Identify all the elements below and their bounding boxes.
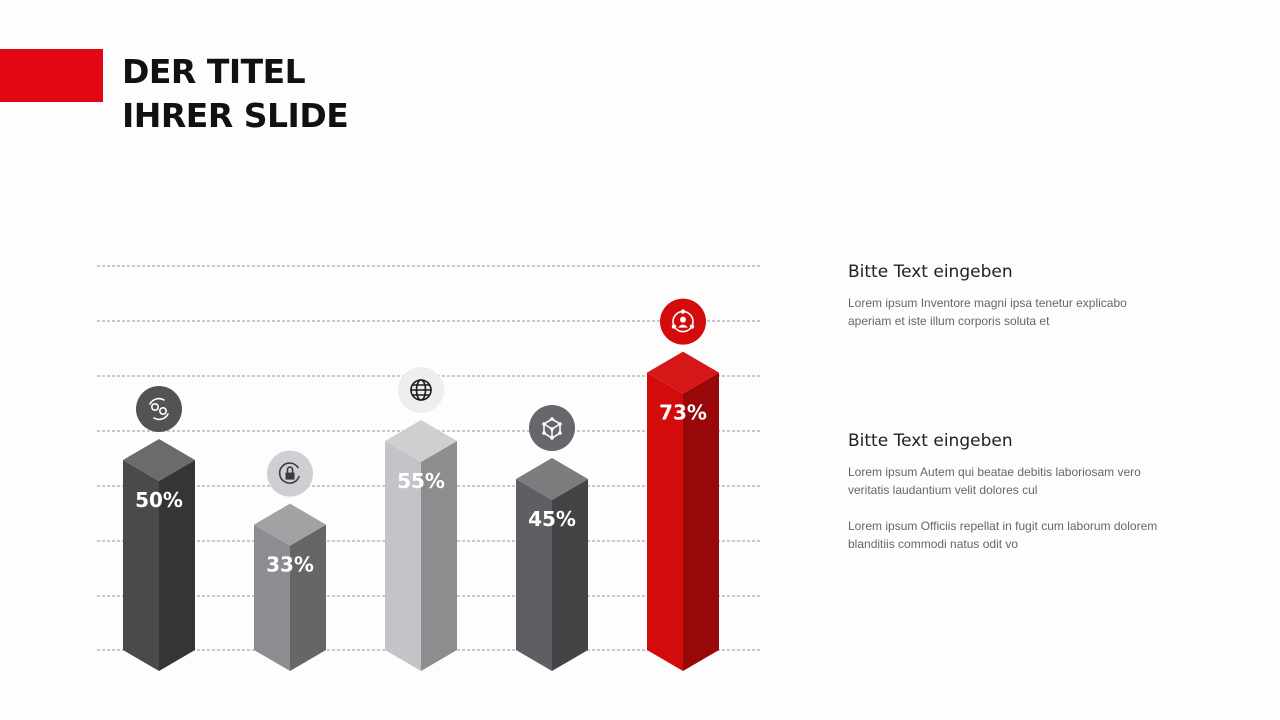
- chart-bar: 50%: [123, 439, 195, 671]
- chart-bar: 55%: [385, 420, 457, 671]
- bar-right-face: [421, 441, 457, 671]
- chart-bar: 73%: [647, 351, 719, 671]
- bar-right-face: [290, 524, 326, 671]
- bar-left-face: [647, 372, 683, 671]
- lock-refresh-icon: [267, 450, 313, 497]
- bar-chart: 50% 33% 55% 45% 73%: [97, 265, 760, 671]
- data-label: 73%: [659, 401, 707, 425]
- text-block-heading: Bitte Text eingeben: [848, 431, 1013, 451]
- data-label: 45%: [528, 507, 576, 531]
- icon-badge: [136, 386, 182, 432]
- data-label: 50%: [135, 488, 183, 512]
- bar-left-face: [254, 524, 290, 671]
- bar-left-face: [123, 460, 159, 671]
- globe-icon: [398, 367, 444, 413]
- text-block-1: Bitte Text eingeben Lorem ipsum Inventor…: [848, 262, 1168, 330]
- chart-bar: 33%: [254, 503, 326, 671]
- page-title: DER TITEL IHRER SLIDE: [122, 50, 349, 138]
- bar-right-face: [552, 479, 588, 671]
- title-accent-bar: [0, 49, 103, 102]
- title-line-1: DER TITEL: [122, 52, 306, 91]
- bar-right-face: [683, 372, 719, 671]
- text-block-paragraph: Lorem ipsum Officiis repellat in fugit c…: [848, 519, 1158, 551]
- network-cube-icon: [529, 405, 575, 451]
- bar-top-face: [123, 439, 195, 481]
- bar-top-face: [254, 503, 326, 546]
- people-exchange-icon: [136, 386, 182, 432]
- title-line-2: IHRER SLIDE: [122, 96, 349, 135]
- bar-top-face: [516, 458, 588, 500]
- data-label: 33%: [266, 553, 314, 577]
- data-label: 55%: [397, 469, 445, 493]
- text-block-paragraph: Lorem ipsum Autem qui beatae debitis lab…: [848, 465, 1141, 497]
- chart-bar: 45%: [516, 458, 588, 671]
- text-block-2: Bitte Text eingeben Lorem ipsum Autem qu…: [848, 431, 1168, 553]
- text-block-heading: Bitte Text eingeben: [848, 262, 1013, 282]
- bar-left-face: [516, 479, 552, 671]
- bar-top-face: [647, 351, 719, 394]
- bar-left-face: [385, 441, 421, 671]
- lock-body: [285, 472, 295, 480]
- text-block-paragraph: Lorem ipsum Inventore magni ipsa tenetur…: [848, 296, 1127, 328]
- user-network-icon: [660, 298, 706, 345]
- bar-top-face: [385, 420, 457, 462]
- bar-right-face: [159, 460, 195, 671]
